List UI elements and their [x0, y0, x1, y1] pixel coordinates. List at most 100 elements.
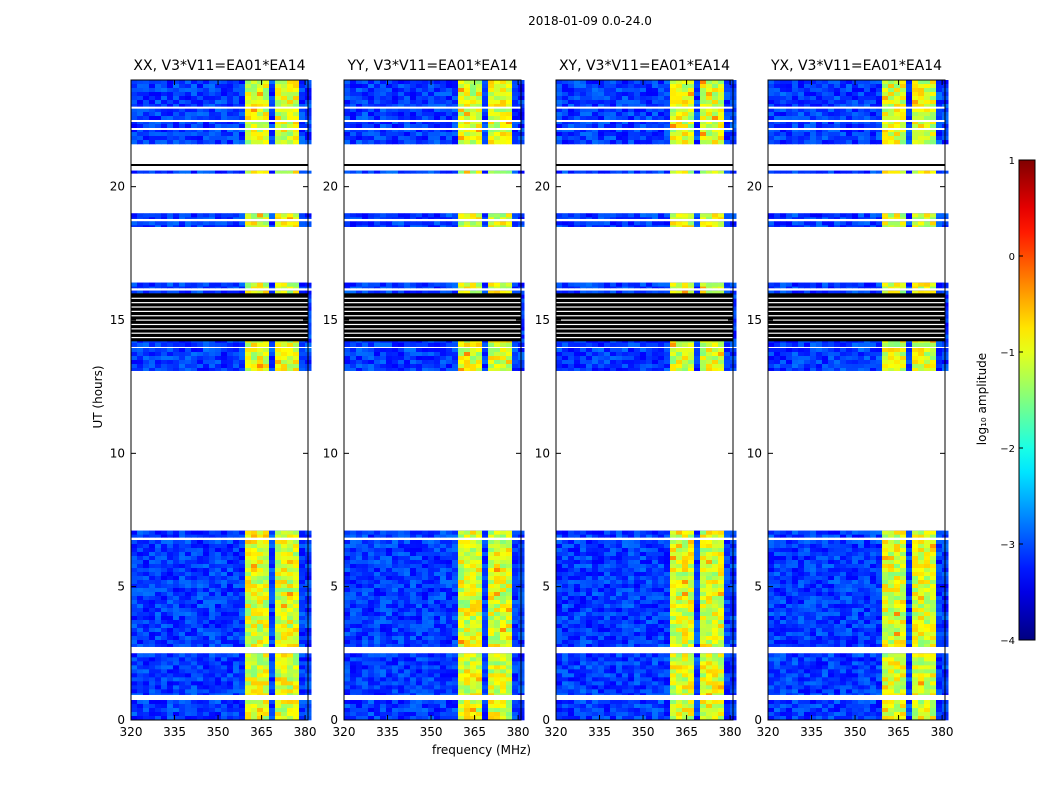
- heatmap-cell: [476, 225, 483, 227]
- heatmap-cell: [422, 653, 429, 658]
- heatmap-cell: [149, 360, 156, 365]
- heatmap-cell: [416, 624, 423, 629]
- heatmap-cell: [173, 540, 180, 545]
- heatmap-cell: [227, 560, 234, 565]
- heatmap-cell: [380, 552, 387, 557]
- heatmap-cell: [209, 620, 216, 625]
- heatmap-cell: [506, 572, 513, 577]
- heatmap-cell: [221, 665, 228, 670]
- heatmap-cell: [344, 669, 351, 674]
- heatmap-cell: [500, 608, 507, 613]
- heatmap-cell: [149, 673, 156, 678]
- heatmap-cell: [173, 588, 180, 593]
- heatmap-cell: [368, 693, 375, 695]
- heatmap-cell: [350, 653, 357, 658]
- heatmap-cell: [398, 360, 405, 365]
- heatmap-cell: [155, 112, 162, 117]
- heatmap-cell: [368, 600, 375, 605]
- heatmap-cell: [143, 544, 150, 549]
- heatmap-cell: [251, 716, 258, 721]
- heatmap-cell: [428, 560, 435, 565]
- heatmap-cell: [251, 653, 258, 658]
- heatmap-cell: [281, 170, 288, 174]
- heatmap-cell: [392, 620, 399, 625]
- heatmap-cell: [410, 620, 417, 625]
- heatmap-cell: [221, 712, 228, 717]
- heatmap-cell: [281, 700, 288, 705]
- heatmap-cell: [512, 225, 519, 227]
- heatmap-cell: [245, 112, 252, 117]
- heatmap-cell: [440, 564, 447, 569]
- heatmap-cell: [482, 600, 489, 605]
- heatmap-cell: [161, 286, 168, 289]
- heatmap-cell: [209, 364, 216, 369]
- heatmap-cell: [422, 620, 429, 625]
- heatmap-cell: [386, 170, 393, 174]
- heatmap-cell: [482, 624, 489, 629]
- heatmap-cell: [488, 364, 495, 369]
- heatmap-cell: [131, 624, 138, 629]
- heatmap-cell: [239, 552, 246, 557]
- heatmap-cell: [392, 600, 399, 605]
- heatmap-cell: [233, 632, 240, 637]
- heatmap-cell: [245, 225, 252, 227]
- heatmap-cell: [506, 170, 513, 174]
- heatmap-cell: [410, 342, 417, 347]
- heatmap-cell: [482, 213, 489, 218]
- heatmap-cell: [350, 544, 357, 549]
- heatmap-cell: [434, 673, 441, 678]
- heatmap-cell: [191, 704, 198, 709]
- heatmap-cell: [149, 632, 156, 637]
- heatmap-cell: [362, 644, 369, 647]
- heatmap-cell: [488, 548, 495, 553]
- heatmap-cell: [239, 681, 246, 686]
- heatmap-cell: [155, 616, 162, 621]
- data-segment: [344, 80, 525, 145]
- heatmap-cell: [506, 282, 513, 287]
- heatmap-cell: [380, 80, 387, 85]
- heatmap-cell: [416, 556, 423, 561]
- heatmap-cell: [506, 681, 513, 686]
- heatmap-cell: [131, 689, 138, 694]
- heatmap-cell: [233, 364, 240, 369]
- heatmap-cell: [434, 221, 441, 226]
- heatmap-cell: [149, 584, 156, 589]
- heatmap-cell: [239, 544, 246, 549]
- heatmap-cell: [245, 213, 252, 218]
- heatmap-cell: [215, 282, 222, 287]
- heatmap-cell: [161, 116, 168, 121]
- heatmap-cell: [344, 572, 351, 577]
- heatmap-cell: [482, 348, 489, 353]
- heatmap-cell: [500, 600, 507, 605]
- heatmap-cell: [299, 96, 306, 101]
- heatmap-cell: [233, 140, 240, 145]
- heatmap-cell: [263, 217, 270, 219]
- heatmap-cell: [386, 342, 393, 347]
- y-tick-label: 20: [110, 180, 125, 194]
- heatmap-cell: [344, 576, 351, 581]
- heatmap-cell: [263, 700, 270, 705]
- heatmap-cell: [143, 132, 150, 137]
- heatmap-cell: [275, 290, 282, 295]
- heatmap-cell: [179, 677, 186, 682]
- heatmap-cell: [422, 661, 429, 666]
- heatmap-cell: [506, 693, 513, 695]
- heatmap-cell: [368, 282, 375, 287]
- heatmap-cell: [137, 612, 144, 617]
- heatmap-cell: [464, 584, 471, 589]
- heatmap-cell: [131, 116, 138, 121]
- heatmap-cell: [428, 592, 435, 597]
- heatmap-cell: [398, 286, 405, 289]
- heatmap-cell: [233, 80, 240, 85]
- heatmap-cell: [476, 556, 483, 561]
- heatmap-cell: [287, 612, 294, 617]
- heatmap-cell: [500, 712, 507, 717]
- heatmap-cell: [275, 530, 282, 535]
- heatmap-cell: [251, 548, 258, 553]
- heatmap-cell: [275, 88, 282, 93]
- heatmap-cell: [275, 560, 282, 565]
- heatmap-cell: [221, 544, 228, 549]
- heatmap-cell: [203, 653, 210, 658]
- heatmap-cell: [155, 604, 162, 609]
- heatmap-cell: [422, 640, 429, 645]
